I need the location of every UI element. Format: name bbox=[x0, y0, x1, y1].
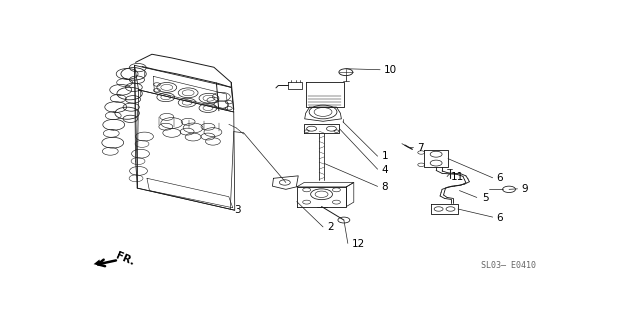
Text: 10: 10 bbox=[384, 65, 397, 75]
Text: 5: 5 bbox=[482, 193, 488, 203]
Text: 2: 2 bbox=[327, 222, 333, 233]
Text: 9: 9 bbox=[522, 184, 528, 194]
Text: SL03– E0410: SL03– E0410 bbox=[481, 261, 536, 271]
Text: 12: 12 bbox=[352, 239, 365, 249]
Text: 11: 11 bbox=[451, 172, 464, 182]
Text: 7: 7 bbox=[417, 143, 424, 152]
Text: 8: 8 bbox=[381, 182, 388, 192]
Text: 6: 6 bbox=[497, 212, 503, 223]
Text: 3: 3 bbox=[234, 205, 241, 215]
Text: 6: 6 bbox=[497, 173, 503, 183]
Text: FR.: FR. bbox=[114, 250, 136, 267]
Text: 4: 4 bbox=[381, 165, 388, 175]
Text: 1: 1 bbox=[381, 151, 388, 161]
